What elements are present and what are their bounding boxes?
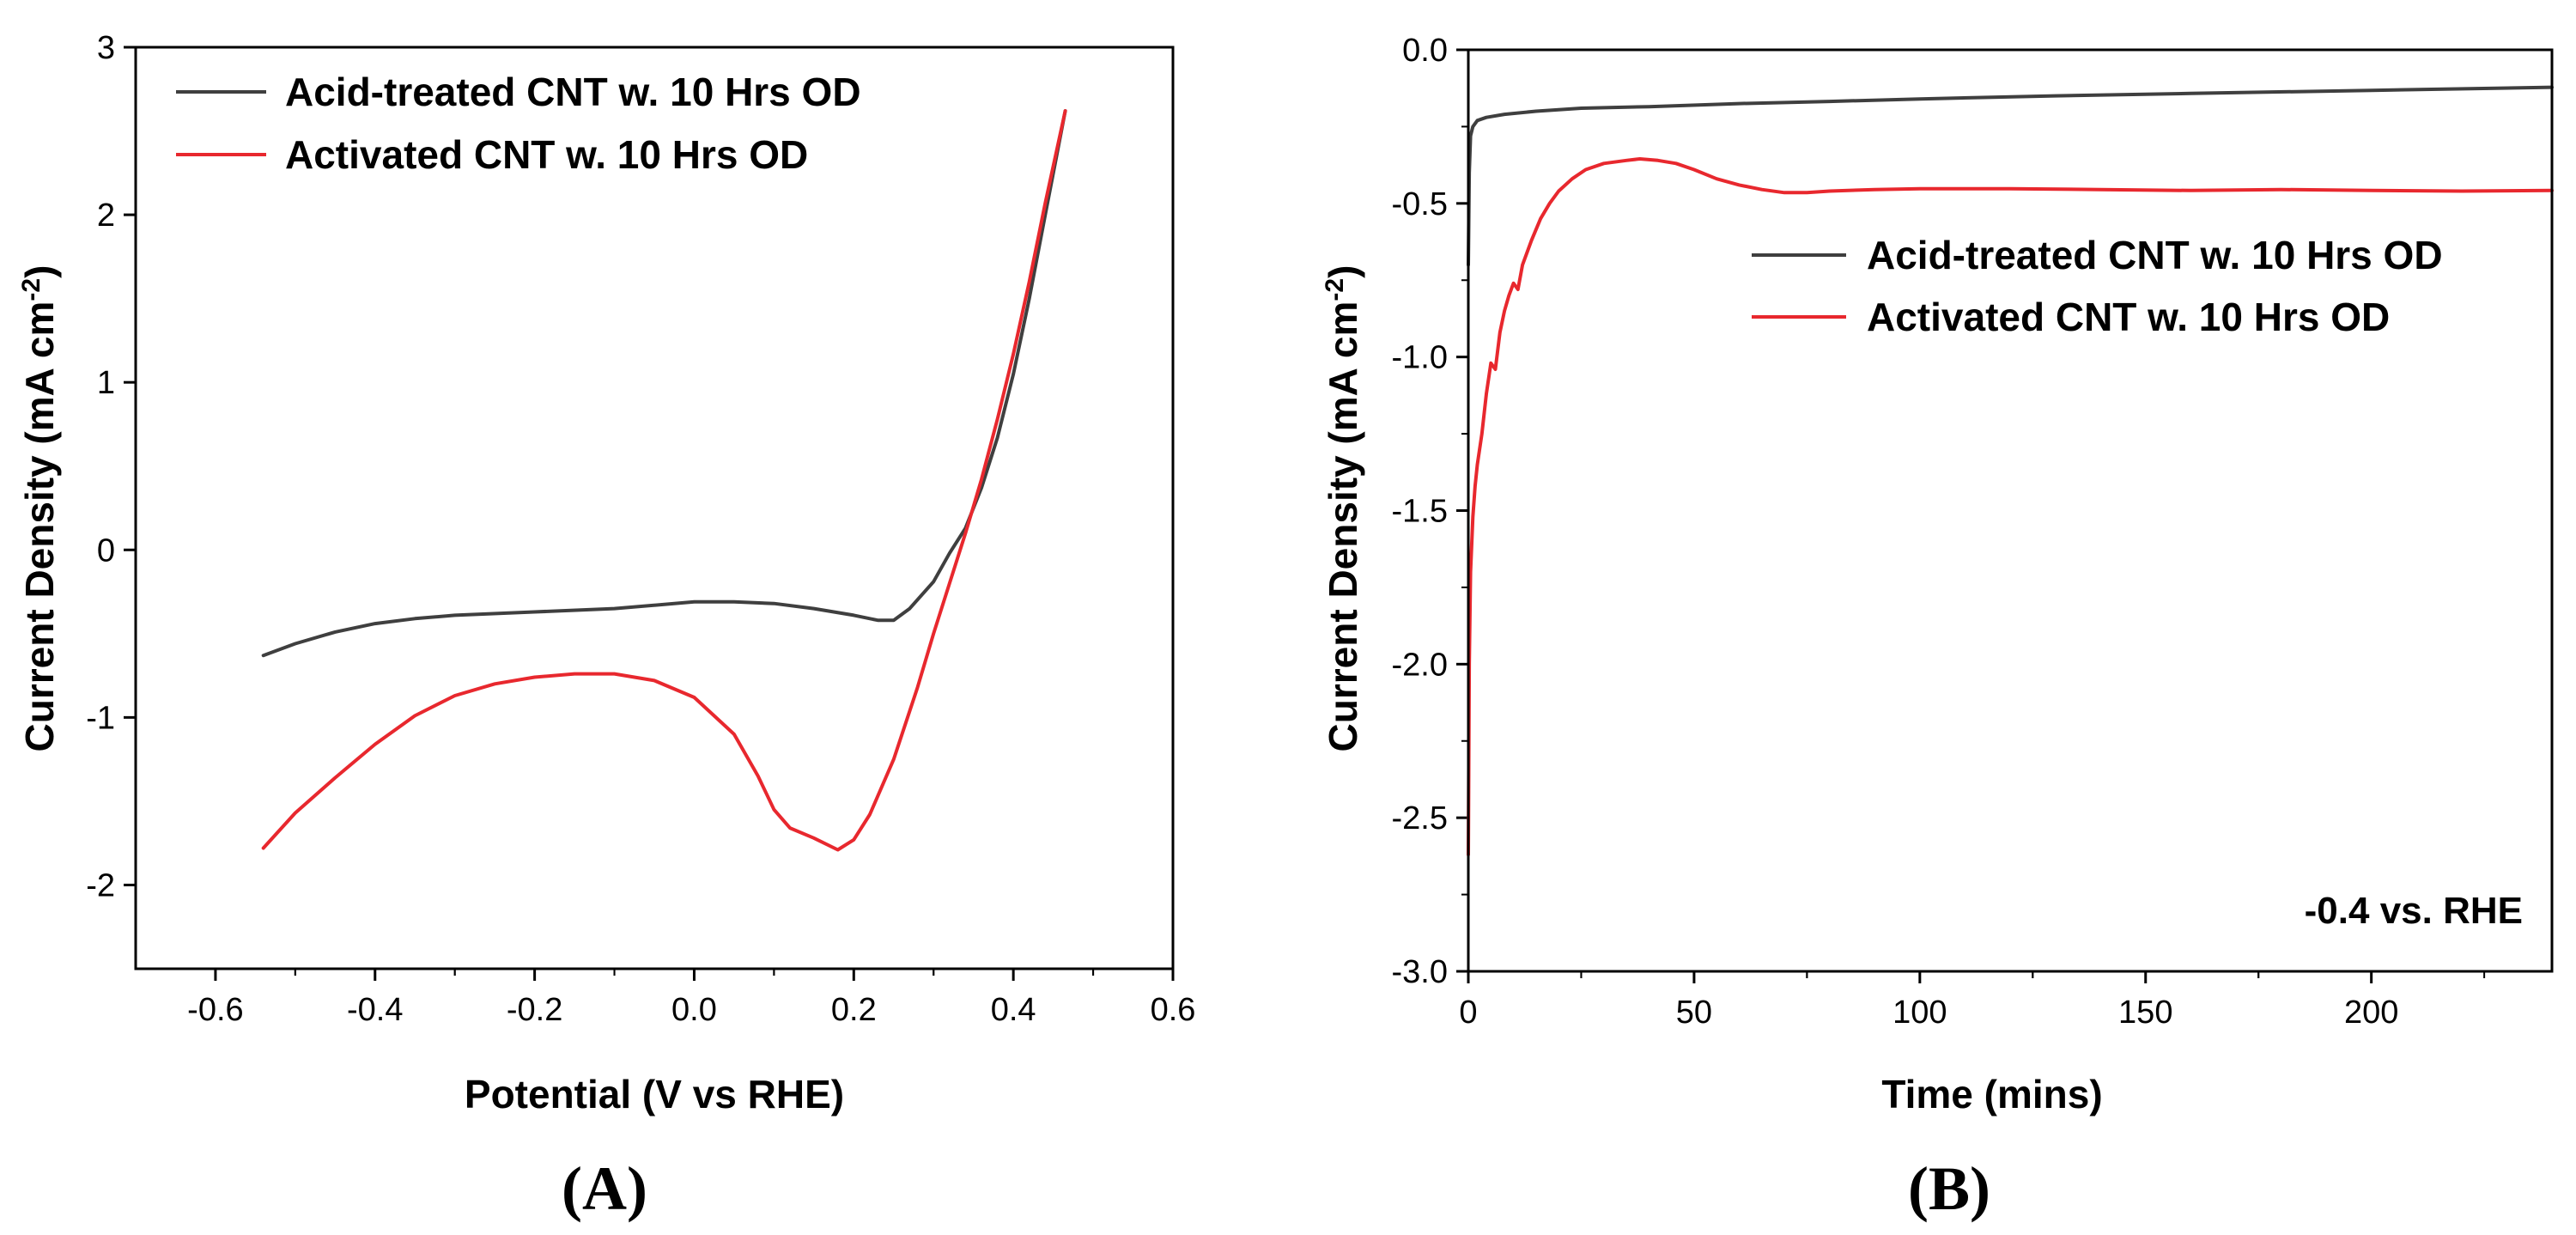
panel-b-y-tick-label: -3.0 [1392, 954, 1448, 990]
panel-a-y-axis-label: Current Density (mA cm-2) [17, 265, 62, 752]
panel-b-y-tick-label: -1.0 [1392, 340, 1448, 376]
panel-a-y-tick-label: 3 [97, 30, 115, 66]
panel-b-y-tick-label: -2.0 [1392, 647, 1448, 683]
panel-a-legend: Acid-treated CNT w. 10 Hrs OD Activated … [176, 70, 861, 177]
panel-a-y-axis-label-sup: -2 [17, 278, 46, 301]
panel-a-x-tick-label: 0.6 [1151, 992, 1196, 1028]
panel-a-x-tick-label: 0.0 [671, 992, 717, 1028]
panel-a-chart: -0.6 -0.4 -0.2 0.0 0.2 0.4 0.6 -2 -1 0 1 2 3 Potenti… [17, 30, 1195, 1223]
panel-b-label: (B) [1908, 1154, 1990, 1223]
panel-b-x-tick-label: 200 [2344, 995, 2398, 1031]
panel-a-y-tick-label: -2 [86, 867, 115, 903]
panel-a-x-tick-label: 0.4 [991, 992, 1036, 1028]
panel-b-x-axis-label: Time (mins) [1881, 1072, 2102, 1116]
panel-b-y-axis-label-sup: -2 [1321, 278, 1349, 301]
panel-b-chart: 0 50 100 150 200-3.0-2.5-2.0-1.5-1.0-0.50.0 … [1321, 33, 2554, 1223]
panel-b-series-line-activated [1467, 157, 2554, 857]
panel-a-x-tick-label: -0.4 [347, 992, 403, 1028]
panel-b-x-tick-label: 0 [1459, 995, 1477, 1031]
panel-a-x-tick-label: 0.2 [831, 992, 877, 1028]
panel-b-x-tick-label: 100 [1893, 995, 1947, 1031]
panel-b-legend-label-activated: Activated CNT w. 10 Hrs OD [1867, 295, 2390, 339]
panel-b-legend: Acid-treated CNT w. 10 Hrs OD Activated … [1752, 233, 2443, 339]
panel-b-plot-frame [1467, 48, 2554, 973]
panel-b-y-axis-label: Current Density (mA cm-2) [1321, 265, 1365, 752]
panel-a-y-tick-label: 1 [97, 365, 115, 401]
panel-a-y-tick-label: -1 [86, 700, 115, 736]
panel-a-label: (A) [562, 1154, 647, 1223]
panel-b-legend-label-acid: Acid-treated CNT w. 10 Hrs OD [1867, 233, 2443, 277]
panel-b-potential-annotation: -0.4 vs. RHE [2305, 890, 2523, 932]
panel-b-y-tick-label: -1.5 [1392, 494, 1448, 530]
panel-b-series-line-acid-treated [1467, 85, 2554, 267]
panel-b-x-tick-label: 50 [1676, 995, 1712, 1031]
panel-b-y-tick-label: 0.0 [1402, 33, 1448, 69]
panel-b-y-tick-label: -2.5 [1392, 800, 1448, 837]
panel-a-x-axis-label: Potential (V vs RHE) [465, 1072, 844, 1116]
panel-a-legend-label-acid: Acid-treated CNT w. 10 Hrs OD [285, 70, 861, 114]
panel-a-series-line-acid-treated [261, 109, 1067, 658]
panel-a-y-tick-label: 0 [97, 532, 115, 569]
panel-a-legend-label-activated: Activated CNT w. 10 Hrs OD [285, 132, 808, 177]
panel-b-x-tick-label: 150 [2118, 995, 2172, 1031]
panel-a-plot-frame [134, 46, 1175, 970]
panel-a-x-tick-label: -0.2 [507, 992, 562, 1028]
panel-a-series-line-activated [261, 109, 1067, 852]
panel-a-y-tick-label: 2 [97, 198, 115, 234]
panel-a-x-tick-label: -0.6 [187, 992, 243, 1028]
panel-b-y-tick-label: -0.5 [1392, 186, 1448, 222]
